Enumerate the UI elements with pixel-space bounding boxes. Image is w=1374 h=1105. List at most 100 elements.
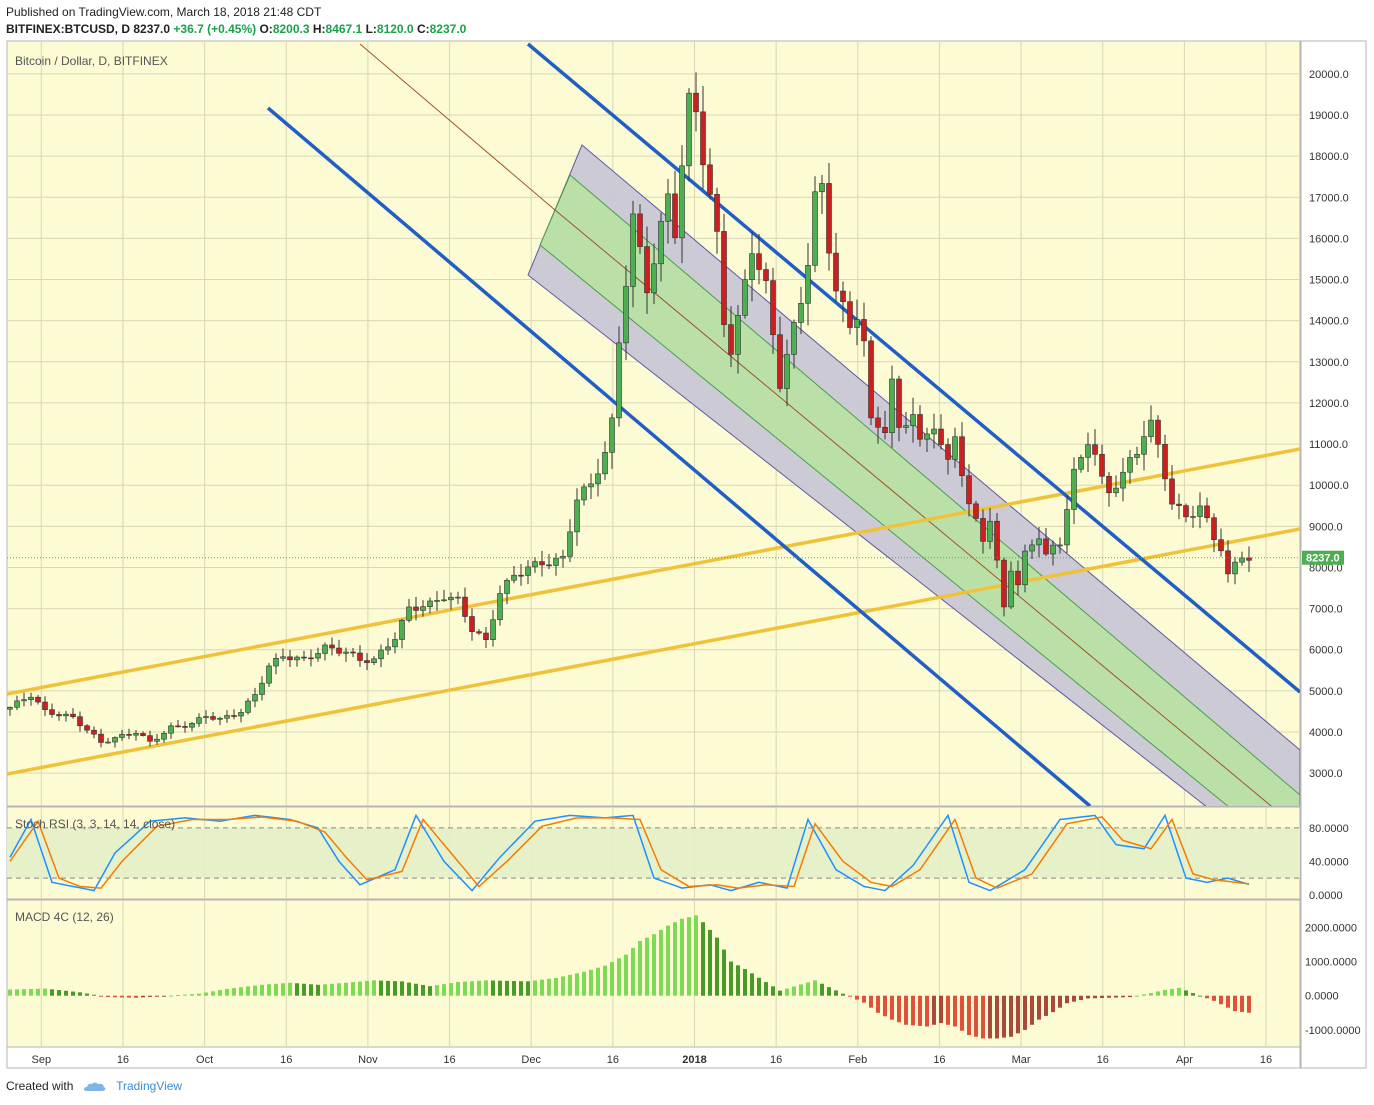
macd-bar [372,980,376,996]
candle [1197,492,1203,529]
macd-bar [554,977,558,996]
candle [259,676,265,701]
macd-bar [162,995,166,997]
macd-bar [988,995,992,1039]
macd-bar [92,994,96,996]
candle [434,591,440,611]
time-label: Feb [848,1054,867,1066]
candle [469,608,475,641]
candle [98,728,104,748]
candle [1008,561,1014,610]
macd-bar [1233,995,1237,1012]
candle [182,721,188,733]
macd-bar [1184,990,1188,996]
macd-bar [1058,995,1062,1008]
macd-bar [211,991,215,996]
candle [798,286,804,335]
candle [623,265,629,361]
macd-bar [421,984,425,996]
candle [504,578,510,605]
candle [133,729,139,741]
candle [1148,405,1154,443]
macd-bar [785,988,789,996]
open-value: 8200.3 [272,22,310,36]
candle [1141,421,1147,471]
time-label: Sep [32,1054,52,1066]
candle [315,647,321,662]
macd-bar [477,980,481,996]
candle [658,212,664,282]
macd-bar [1128,995,1132,998]
macd-bar [449,983,453,996]
candle [840,281,846,323]
macd-tick-label: 2000.0000 [1305,922,1357,934]
macd-bar [344,982,348,996]
candle [210,712,216,721]
macd-bar [78,992,82,996]
macd-bar [106,995,110,998]
macd-bar [414,983,418,996]
candle [959,422,965,487]
macd-bar [967,995,971,1036]
time-label: Apr [1176,1054,1193,1066]
price-tick-label: 9000.0 [1309,521,1343,533]
macd-bar [253,985,257,996]
macd-bar [659,929,663,996]
candle [357,645,363,667]
candle [28,692,34,706]
macd-bar [1247,995,1251,1013]
candle [343,647,349,662]
time-label: 16 [280,1054,292,1066]
candle [42,696,48,717]
price-tick-label: 11000.0 [1309,439,1348,451]
candle [700,85,706,190]
candle [497,585,503,626]
candle [175,720,181,728]
macd-bar [883,995,887,1017]
macd-bar [995,995,999,1039]
macd-bar [701,922,705,996]
macd-bar [50,989,54,996]
macd-bar [834,990,838,996]
macd-bar [379,980,383,996]
macd-bar [512,981,516,996]
candle [749,231,755,302]
macd-bar [190,994,194,996]
macd-bar [1163,989,1167,996]
candle [735,305,741,374]
macd-bar [393,981,397,996]
candle [1232,556,1238,585]
macd-bar [519,981,523,996]
candle [7,706,13,716]
macd-bar [890,995,894,1020]
macd-bar [652,934,656,996]
macd-bar [1002,995,1006,1038]
last-price-tag [1302,550,1344,565]
macd-bar [1156,991,1160,996]
candle [945,438,951,475]
macd-bar [302,983,306,996]
price-tick-label: 16000.0 [1309,233,1349,245]
macd-bar [1086,995,1090,999]
macd-bar [330,983,334,996]
macd-bar [15,989,19,996]
candle [91,726,97,739]
price-tick-label: 13000.0 [1309,357,1349,369]
macd-bar [1072,995,1076,1002]
time-label: 16 [933,1054,945,1066]
candle [826,163,832,271]
tradingview-link[interactable]: TradingView [116,1079,183,1093]
candle [455,591,461,605]
macd-bar [617,958,621,996]
last-price: 8237.0 [133,22,171,36]
macd-bar [1177,987,1181,996]
high-label: H: [312,22,326,36]
macd-bar [813,980,817,996]
macd-bar [386,980,390,996]
macd-bar [120,995,124,998]
last-price-tag-label: 8237.0 [1306,553,1340,565]
macd-bar [99,995,103,997]
candle [231,709,237,720]
candle [693,72,699,132]
